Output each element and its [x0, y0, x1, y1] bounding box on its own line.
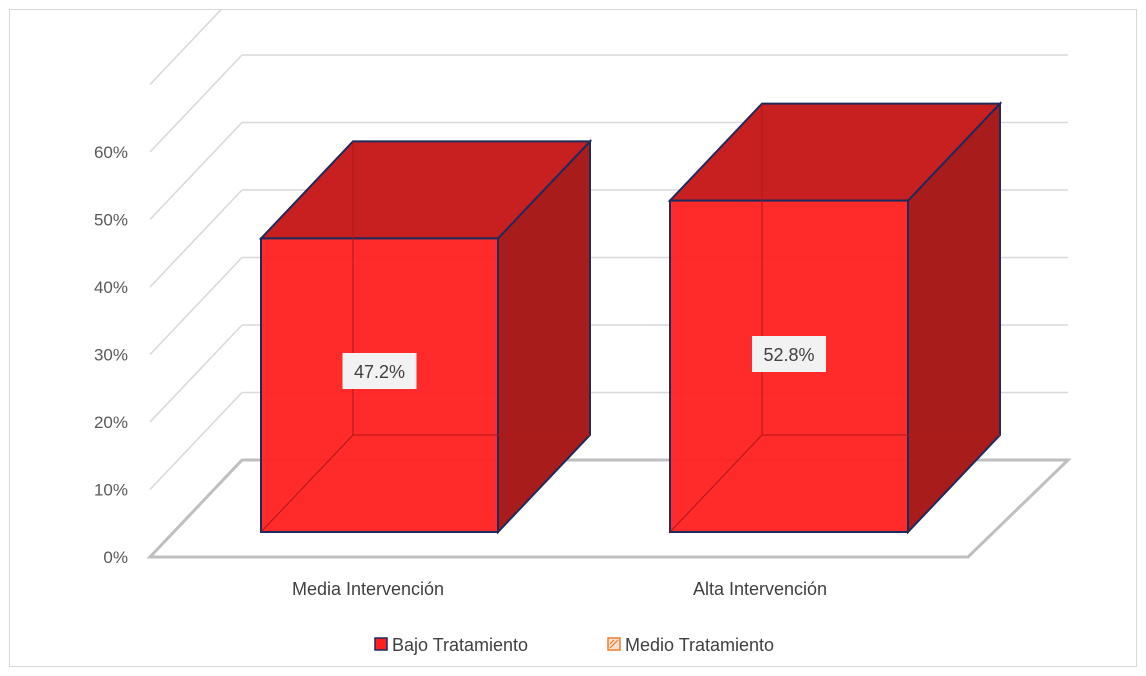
- legend-swatch-hatch: [609, 639, 619, 649]
- data-label: 52.8%: [752, 336, 826, 372]
- y-axis-ticks: 0% 10% 20% 30% 40% 50% 60%: [94, 143, 128, 567]
- gridline-diagonal: [149, 0, 232, 86]
- x-category-label: Media Intervención: [292, 579, 444, 599]
- legend-swatch: [374, 637, 388, 651]
- gridline-diagonal: [149, 391, 243, 491]
- gridline-diagonal: [149, 121, 243, 221]
- legend-item-2: Medio Tratamiento: [607, 635, 774, 655]
- data-label-text: 52.8%: [763, 345, 814, 365]
- x-axis-categories: Media Intervención Alta Intervención: [292, 579, 827, 599]
- bar-inner-edge: [260, 434, 354, 533]
- floor-outline: [146, 458, 1072, 559]
- data-label-box: [342, 353, 417, 389]
- y-tick-label: 40%: [94, 278, 128, 297]
- y-tick-label: 20%: [94, 413, 128, 432]
- data-labels: 47.2% 52.8%: [342, 336, 826, 389]
- gridline-diagonal: [149, 324, 243, 423]
- legend-item-1: Bajo Tratamiento: [374, 635, 528, 655]
- legend-label: Bajo Tratamiento: [392, 635, 528, 655]
- bars: [258, 101, 1003, 535]
- chart-area: 0% 10% 20% 30% 40% 50% 60% Media Intervención A…: [9, 0, 1137, 667]
- bar-2: [667, 101, 1003, 535]
- bar-1: [258, 138, 593, 535]
- data-label-text: 47.2%: [354, 362, 405, 382]
- y-tick-label: 30%: [94, 346, 128, 365]
- y-tick-label: 0%: [103, 548, 128, 567]
- legend-label: Medio Tratamiento: [625, 635, 774, 655]
- y-tick-label: 10%: [94, 481, 128, 500]
- x-category-label: Alta Intervención: [693, 579, 827, 599]
- gridline-diagonal: [149, 189, 243, 288]
- data-label-box: [752, 336, 826, 372]
- y-tick-label: 60%: [94, 143, 128, 162]
- chart-floor: [146, 458, 1072, 559]
- gridline-diagonal: [149, 54, 243, 153]
- legend: Bajo Tratamiento Medio Tratamiento: [374, 635, 774, 655]
- data-label: 47.2%: [342, 353, 417, 389]
- legend-swatch-hatch: [609, 639, 615, 645]
- gridline-diagonal: [149, 256, 243, 356]
- bar-inner-edge: [669, 434, 763, 533]
- y-tick-label: 50%: [94, 211, 128, 230]
- chart-svg: 0% 10% 20% 30% 40% 50% 60% Media Intervención A…: [94, 0, 1072, 655]
